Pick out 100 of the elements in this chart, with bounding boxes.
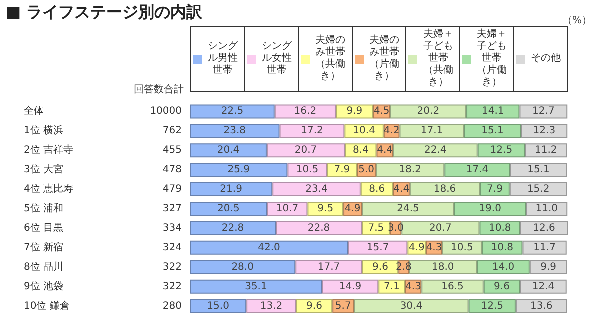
- data-label: 7.5: [368, 222, 384, 234]
- y-tick-label: 4位 恵比寿: [24, 183, 74, 196]
- text: 455: [162, 145, 182, 156]
- data-label: 14.9: [339, 281, 362, 292]
- text: 322: [162, 262, 182, 273]
- bar: [190, 124, 280, 138]
- data-label: 18.6: [434, 184, 456, 196]
- bar: [477, 260, 530, 274]
- data-label: 17.1: [420, 126, 444, 137]
- data-label: 4.5: [374, 106, 390, 118]
- data-label: 10.8: [491, 242, 514, 254]
- data-label: 28.0: [232, 262, 254, 273]
- data-label: 14.0: [492, 262, 515, 273]
- data-label: 25.9: [228, 164, 250, 176]
- data-label: 18.2: [399, 164, 422, 176]
- bar: [521, 124, 568, 138]
- data-label: 17.7: [318, 262, 340, 273]
- bar: [348, 240, 408, 255]
- data-label: 10.7: [276, 204, 299, 214]
- y-tick-label: 3位 大宮: [24, 164, 64, 176]
- data-label: 16.5: [442, 281, 464, 292]
- data-label: 11.2: [534, 145, 558, 156]
- data-label: 4.9: [344, 204, 361, 214]
- legend-label: シングル女性世帯: [260, 41, 293, 77]
- text: （%）: [562, 16, 592, 26]
- data-label: 5.0: [358, 164, 375, 176]
- data-label: 10.5: [451, 242, 474, 254]
- bar: [354, 299, 469, 314]
- text: 280: [162, 300, 182, 312]
- bar: [478, 144, 525, 158]
- data-label: 5.7: [335, 300, 352, 312]
- data-label: 12.4: [532, 281, 555, 292]
- y-tick-label: 8位 品川: [24, 260, 64, 273]
- data-label: 8.4: [352, 145, 369, 156]
- data-label: 19.0: [479, 204, 502, 214]
- text: 762: [162, 126, 182, 137]
- data-label: 20.7: [430, 222, 452, 234]
- y-tick-label: 6位 目黒: [24, 222, 64, 234]
- data-label: 24.5: [397, 204, 420, 214]
- bar: [402, 221, 480, 236]
- data-label: 12.3: [533, 126, 556, 137]
- y-tick-label: 9位 池袋: [24, 280, 64, 292]
- bar: [190, 299, 247, 314]
- data-label: 23.4: [306, 184, 328, 196]
- bar: [362, 202, 454, 216]
- data-label: 35.1: [245, 281, 268, 292]
- bar: [510, 182, 568, 197]
- text: 334: [162, 222, 182, 234]
- bar: [274, 104, 336, 119]
- bar: [520, 104, 568, 119]
- bar: [393, 144, 478, 158]
- data-label: 22.8: [222, 222, 244, 234]
- data-label: 20.5: [218, 204, 240, 214]
- data-label: 30.4: [400, 300, 423, 312]
- bar: [190, 163, 288, 178]
- data-label: 23.8: [224, 126, 246, 137]
- data-label: 22.8: [308, 222, 330, 234]
- data-label: 20.7: [294, 145, 318, 156]
- bar: [400, 124, 464, 138]
- bar: [246, 299, 296, 314]
- bar: [466, 104, 520, 119]
- legend-label: 夫婦＋子ども世帯（共働き）: [422, 29, 454, 89]
- data-label: 12.5: [490, 145, 513, 156]
- data-label: 18.0: [432, 262, 454, 273]
- data-label: 22.5: [221, 106, 244, 118]
- data-label: 7.9: [487, 184, 503, 196]
- data-label: 12.6: [533, 222, 556, 234]
- text: 10000: [150, 106, 182, 118]
- data-label: 4.4: [377, 145, 393, 156]
- data-label: 15.2: [527, 184, 550, 196]
- y-tick-label: 7位 新宿: [24, 241, 64, 254]
- bar: [190, 144, 267, 158]
- y-tick-label: 1位 横浜: [24, 124, 64, 137]
- data-label: 7.9: [334, 164, 350, 176]
- data-label: 7.1: [384, 281, 400, 292]
- bar: [516, 299, 568, 314]
- data-label: 11.7: [534, 242, 556, 254]
- bar: [422, 280, 484, 294]
- bar: [520, 280, 567, 294]
- data-label: 4.9: [408, 242, 425, 254]
- y-tick-label: 全体: [24, 105, 44, 118]
- y-tick-label: 5位 浦和: [24, 202, 64, 214]
- data-label: 9.6: [494, 281, 510, 292]
- data-label: 17.4: [466, 164, 489, 176]
- data-label: 12.7: [532, 106, 555, 118]
- bar: [464, 124, 522, 138]
- data-label: 15.1: [482, 126, 504, 137]
- legend-label: 夫婦のみ世帯（片働き）: [368, 35, 400, 83]
- bar: [444, 163, 510, 178]
- data-label: 4.3: [426, 242, 442, 254]
- data-label: 17.2: [301, 126, 324, 137]
- bar: [524, 144, 568, 158]
- legend-label: 夫婦＋子ども世帯（片働き）: [476, 29, 508, 89]
- bar: [190, 104, 275, 119]
- data-label: 4.3: [406, 281, 422, 292]
- bar: [272, 182, 361, 197]
- bar: [454, 202, 526, 216]
- legend-label: その他: [530, 53, 562, 65]
- bar: [190, 221, 276, 236]
- data-label: 20.4: [217, 145, 240, 156]
